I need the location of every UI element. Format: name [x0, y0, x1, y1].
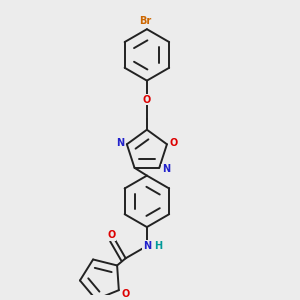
Text: H: H	[154, 241, 163, 251]
Text: N: N	[116, 138, 124, 148]
Text: O: O	[143, 94, 151, 105]
Text: Br: Br	[139, 16, 152, 26]
Text: O: O	[121, 289, 129, 299]
Text: O: O	[107, 230, 116, 240]
Text: O: O	[169, 138, 178, 148]
Text: N: N	[143, 241, 151, 251]
Text: N: N	[162, 164, 170, 174]
